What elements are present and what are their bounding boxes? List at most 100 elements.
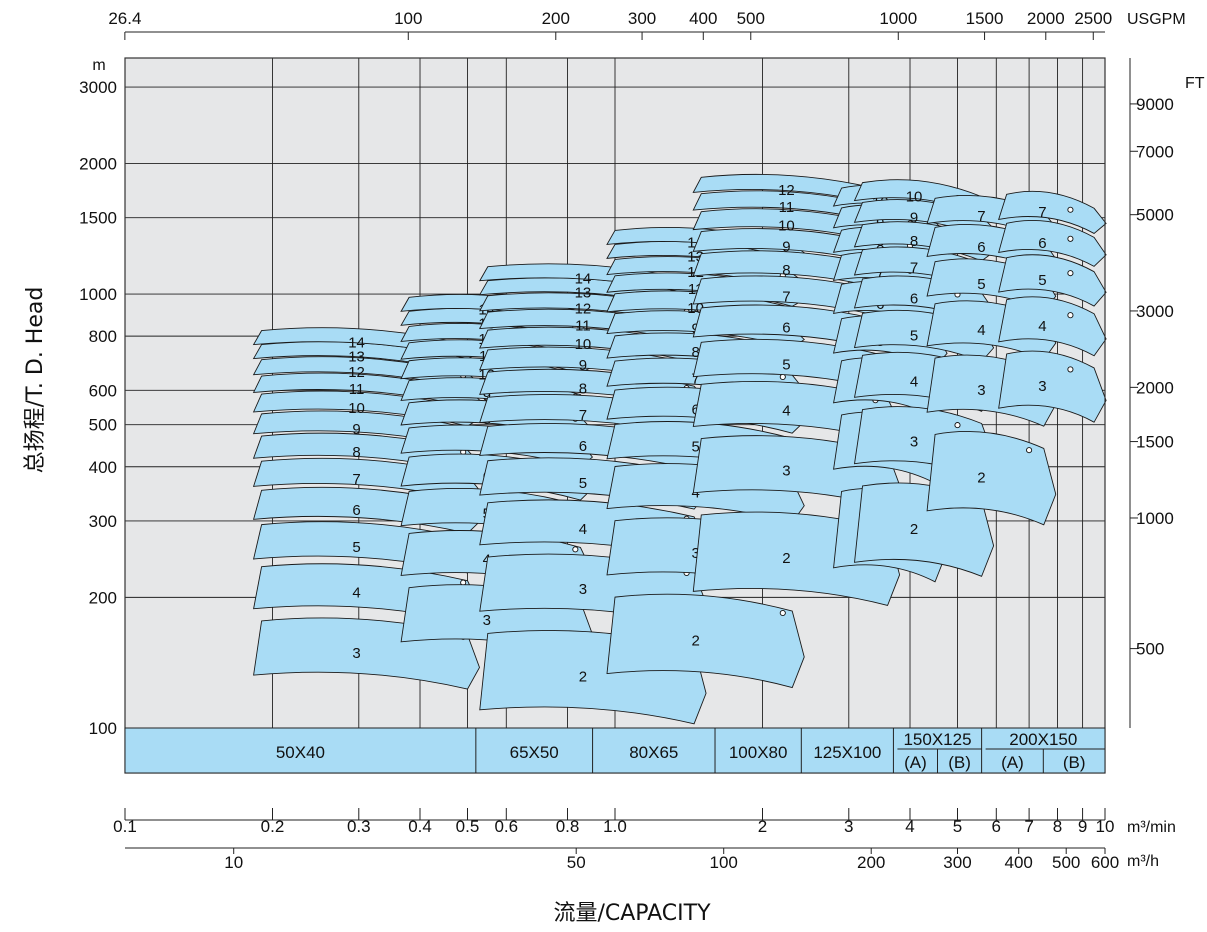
stage-label: 7 <box>352 471 360 488</box>
y-tick-label-m: 200 <box>89 588 117 607</box>
stage-label: 10 <box>778 218 795 235</box>
stage-label: 6 <box>910 290 918 307</box>
series-200x150-b-: 3 4 5 6 7 <box>998 190 1107 423</box>
stage-label: 3 <box>782 463 790 480</box>
y-tick-label-m: 100 <box>89 719 117 738</box>
stage-label: 6 <box>782 319 790 336</box>
y-tick-label-ft: 3000 <box>1136 302 1174 321</box>
x-tick-label-usgpm: 200 <box>542 9 570 28</box>
x-tick-label-usgpm: 500 <box>737 9 765 28</box>
stage-label: 3 <box>691 545 699 562</box>
stage-label: 12 <box>348 364 365 381</box>
x-unit-usgpm: USGPM <box>1127 11 1186 28</box>
x-unit-m3h: m³/h <box>1127 853 1159 870</box>
stage-label: 6 <box>1038 235 1046 252</box>
stage-label: 5 <box>910 327 918 344</box>
stage-label: 10 <box>906 189 923 206</box>
stage-label: 5 <box>1038 272 1046 289</box>
stage-area <box>926 431 1057 526</box>
x-tick-label-m3h: 50 <box>567 853 586 872</box>
stage-label: 11 <box>575 317 591 334</box>
y-tick-label-m: 300 <box>89 512 117 531</box>
stage-label: 3 <box>579 581 587 598</box>
y-axis-title: 总扬程/T. D. Head <box>23 287 48 474</box>
rated-point <box>779 609 786 617</box>
x-tick-label-usgpm: 100 <box>394 9 422 28</box>
stage-area <box>998 254 1107 307</box>
performance-areas: 3456789101112131434567891011121314234567… <box>252 173 1107 725</box>
y-tick-label-m: 800 <box>89 327 117 346</box>
stage-label: 8 <box>579 380 587 397</box>
stage-label: 8 <box>876 238 884 255</box>
rated-point <box>954 422 961 429</box>
stage-label: 9 <box>579 357 587 374</box>
stage-label: 6 <box>579 438 587 455</box>
axes: 0.1 0.2 0.3 0.4 0.5 0.6 0.8 1.0 2 3 4 5 6 7 8 9 10 m³/min… <box>79 9 1205 872</box>
x-tick-label-usgpm: 26.4 <box>108 9 141 28</box>
stage-label: 8 <box>691 344 699 361</box>
x-tick-label-m3min: 10 <box>1096 817 1115 836</box>
stage-label: 4 <box>579 521 587 538</box>
stage-label: 9 <box>483 388 491 405</box>
stage-label: 3 <box>977 382 985 399</box>
x-tick-label-m3min: 9 <box>1078 817 1087 836</box>
stage-label: 6 <box>977 239 985 256</box>
x-tick-label-m3min: 0.5 <box>456 817 480 836</box>
stage-label: 9 <box>910 209 918 226</box>
y-tick-label-ft: 9000 <box>1136 95 1174 114</box>
y-tick-label-ft: 7000 <box>1136 142 1174 161</box>
x-tick-label-m3min: 8 <box>1053 817 1062 836</box>
rated-point <box>1067 270 1074 277</box>
stage-label: 7 <box>977 208 985 225</box>
stage-label: 8 <box>782 262 790 279</box>
stage-label: 7 <box>876 265 884 282</box>
x-tick-label-usgpm: 2000 <box>1027 9 1065 28</box>
x-tick-label-m3min: 0.1 <box>113 817 137 836</box>
stage-label: 3 <box>910 434 918 451</box>
stage-label: 11 <box>349 381 365 398</box>
x-unit-m3min: m³/min <box>1127 819 1176 836</box>
stage-label: 5 <box>691 439 699 456</box>
x-tick-label-usgpm: 400 <box>689 9 717 28</box>
x-axis-title: 流量/CAPACITY <box>553 901 711 926</box>
model-label: 65X50 <box>510 743 559 762</box>
y-tick-label-ft: 1000 <box>1136 509 1174 528</box>
model-sub-label: (B) <box>1063 753 1086 772</box>
stage-area <box>998 296 1107 357</box>
model-sub-label: (B) <box>948 753 971 772</box>
stage-label: 5 <box>782 356 790 373</box>
model-bar-background <box>124 727 1106 774</box>
x-tick-label-m3min: 0.2 <box>261 817 285 836</box>
y-unit-m: m <box>92 57 105 74</box>
x-tick-label-usgpm: 2500 <box>1074 9 1112 28</box>
stage-label: 12 <box>575 300 592 317</box>
y-tick-label-m: 400 <box>89 458 117 477</box>
stage-label: 14 <box>575 271 592 288</box>
x-tick-label-usgpm: 1000 <box>879 9 917 28</box>
stage-label: 4 <box>977 322 985 339</box>
stage-label: 2 <box>782 550 790 567</box>
x-tick-label-usgpm: 1500 <box>966 9 1004 28</box>
x-tick-label-m3h: 400 <box>1005 853 1033 872</box>
rated-point <box>1067 206 1074 213</box>
model-sub-label: (A) <box>904 753 927 772</box>
y-tick-label-m: 3000 <box>79 78 117 97</box>
x-tick-label-m3h: 300 <box>943 853 971 872</box>
y-tick-label-ft: 500 <box>1136 640 1164 659</box>
stage-area <box>998 219 1107 267</box>
stage-label: 6 <box>352 502 360 519</box>
x-tick-label-m3h: 200 <box>857 853 885 872</box>
model-label: 50X40 <box>276 743 325 762</box>
stage-label: 4 <box>352 585 360 602</box>
stage-label: 8 <box>352 444 360 461</box>
stage-label: 13 <box>348 349 365 366</box>
rated-point <box>1026 447 1033 454</box>
model-label: 200X150 <box>1009 730 1077 749</box>
y-tick-label-ft: 5000 <box>1136 206 1174 225</box>
stage-label: 5 <box>352 539 360 556</box>
stage-label: 6 <box>691 402 699 419</box>
stage-label: 4 <box>910 373 918 390</box>
y-tick-label-m: 500 <box>89 416 117 435</box>
y-tick-label-ft: 1500 <box>1136 433 1174 452</box>
